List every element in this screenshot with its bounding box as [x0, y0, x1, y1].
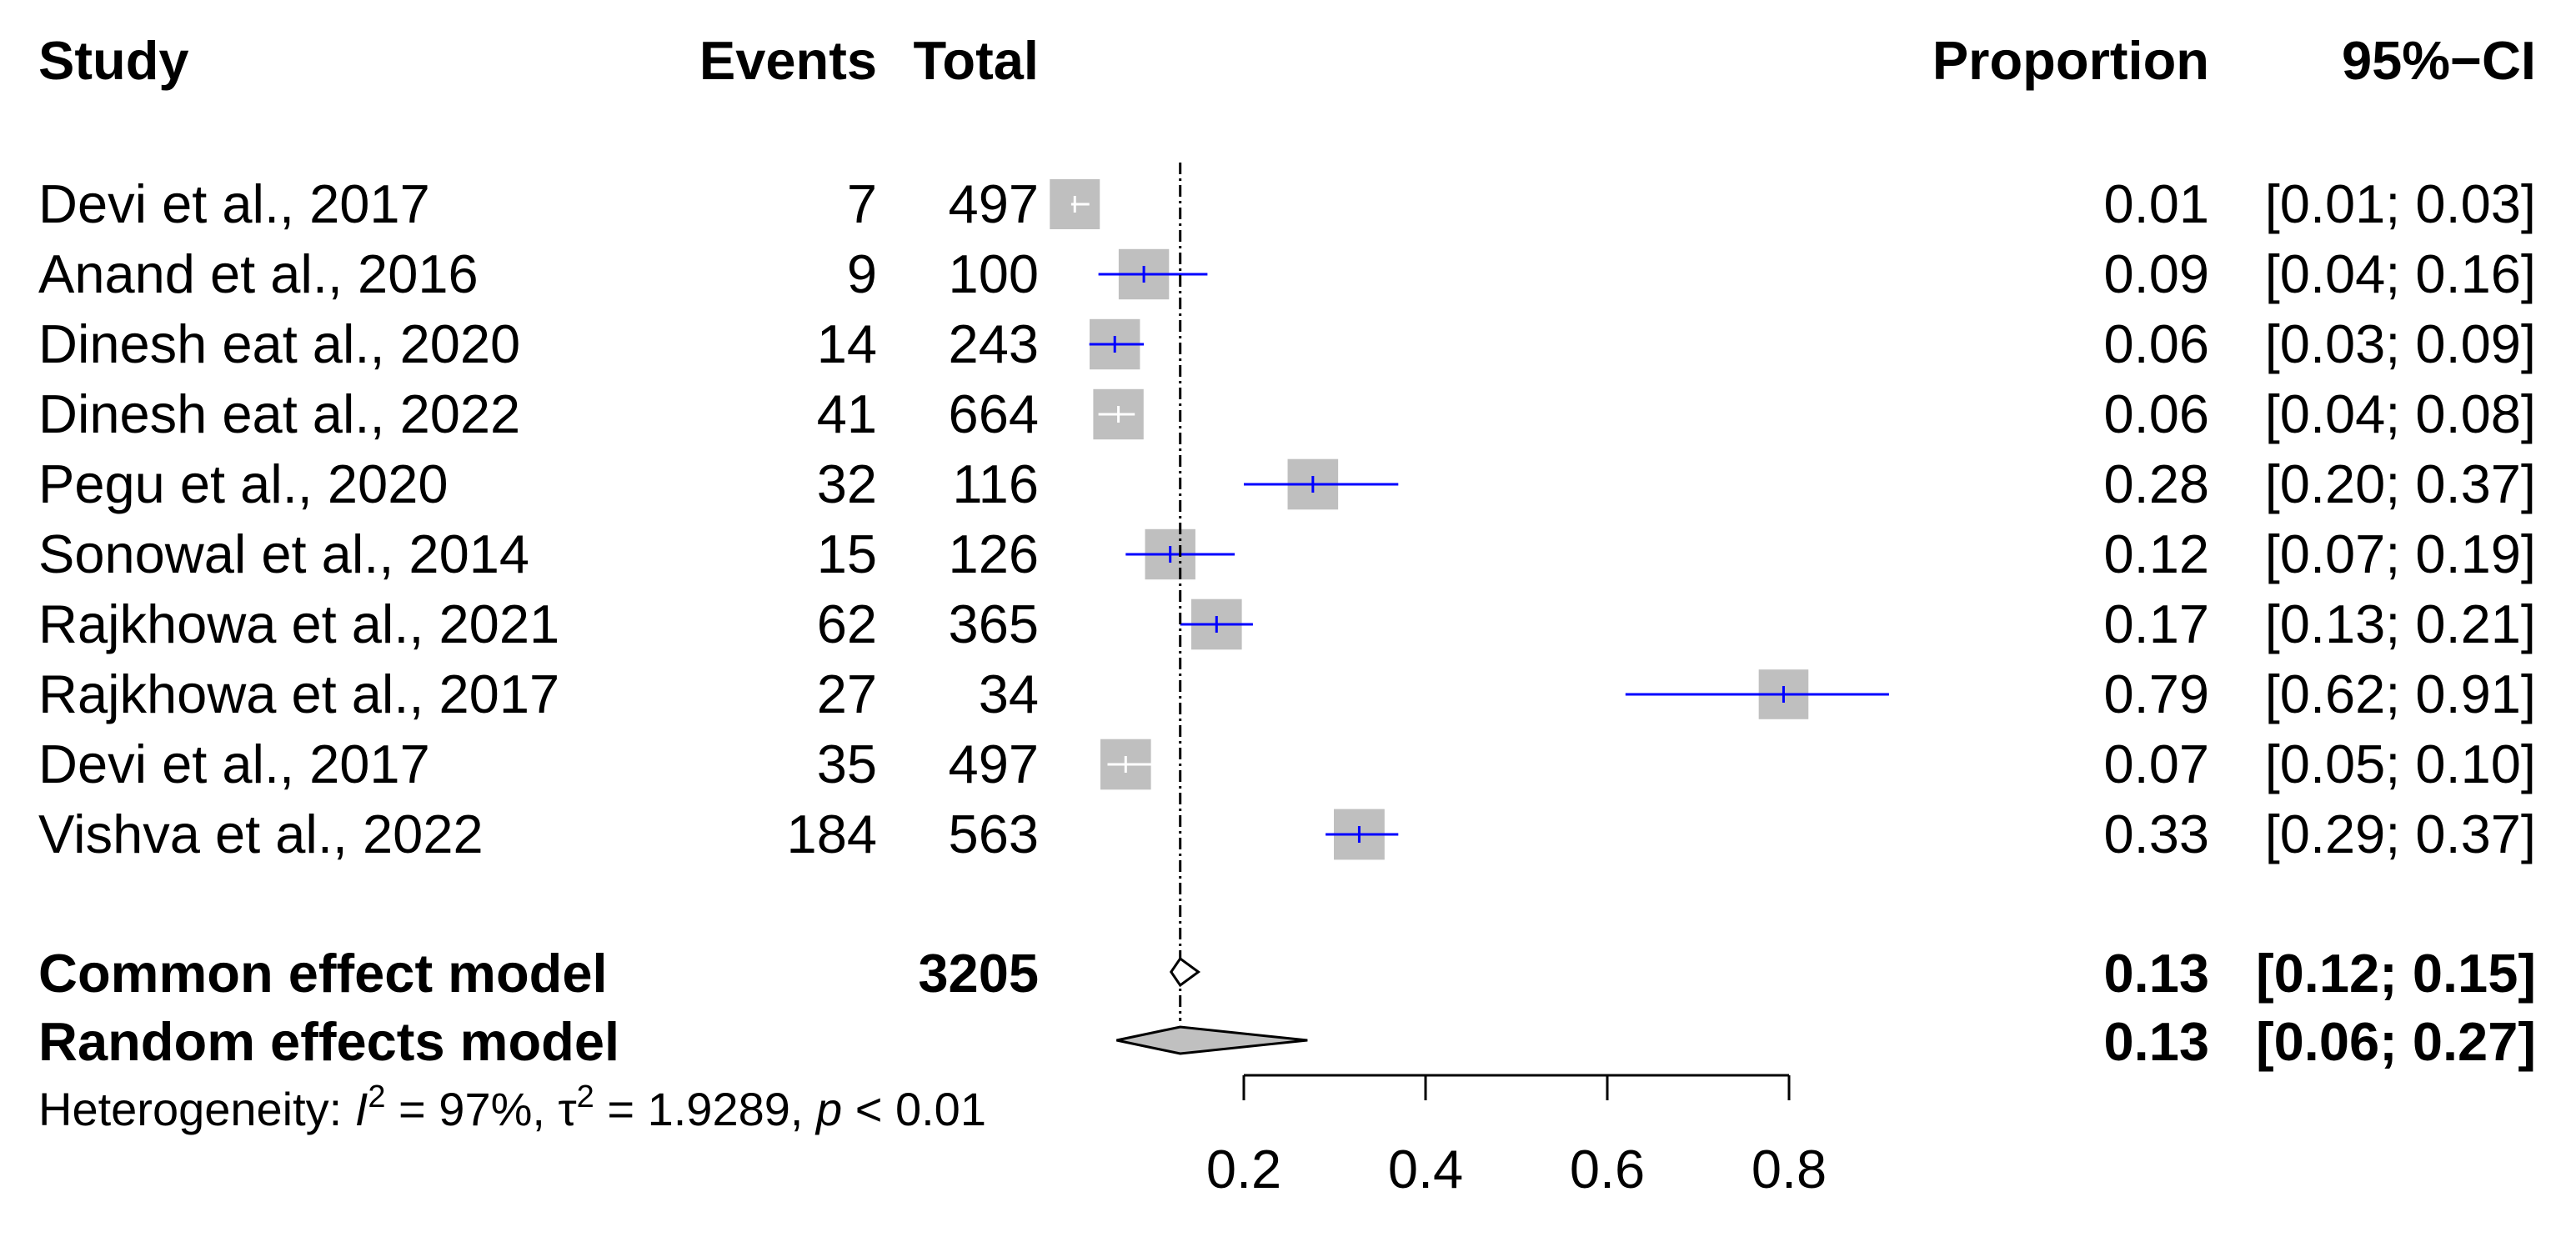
study-events: 41 [817, 383, 877, 444]
heterogeneity-prefix: Heterogeneity: [38, 1083, 355, 1135]
common-effect-label: Common effect model [38, 943, 608, 1004]
study-total: 497 [949, 734, 1039, 794]
x-axis: 0.2 0.4 0.6 0.8 [1206, 1074, 1827, 1199]
study-events: 184 [787, 804, 877, 864]
study-proportion: 0.06 [2103, 313, 2209, 374]
study-name: Sonowal et al., 2014 [38, 523, 529, 584]
study-ci: [0.07; 0.19] [2265, 523, 2536, 584]
header-events: Events [699, 30, 877, 91]
study-total: 243 [949, 313, 1039, 374]
x-axis-tick-label: 0.2 [1206, 1139, 1281, 1199]
study-proportion: 0.01 [2103, 173, 2209, 234]
table-row: Rajkhowa et al., 2017 27 34 0.79 [0.62; 0.91… [38, 664, 2536, 724]
study-name: Dinesh eat al., 2022 [38, 383, 520, 444]
header-total: Total [914, 30, 1039, 91]
x-axis-tick-label: 0.4 [1388, 1139, 1463, 1199]
table-row: Dinesh eat al., 2020 14 243 0.06 [0.03; 0.09… [38, 313, 2536, 374]
table-row: Dinesh eat al., 2022 41 664 0.06 [0.04; 0.08… [38, 383, 2536, 444]
header-ci: 95%−CI [2342, 30, 2536, 91]
study-total: 365 [949, 593, 1039, 654]
common-effect-diamond [1169, 956, 1201, 988]
study-total: 34 [979, 664, 1039, 724]
study-events: 14 [817, 313, 877, 374]
random-effects-proportion: 0.13 [2103, 1011, 2209, 1072]
common-effect-total: 3205 [918, 943, 1039, 1004]
study-proportion: 0.06 [2103, 383, 2209, 444]
study-proportion: 0.33 [2103, 804, 2209, 864]
study-proportion: 0.12 [2103, 523, 2209, 584]
table-row: Pegu et al., 2020 32 116 0.28 [0.20; 0.37] [38, 453, 2536, 514]
table-row: Sonowal et al., 2014 15 126 0.12 [0.07; 0.19… [38, 523, 2536, 584]
table-row: Vishva et al., 2022 184 563 0.33 [0.29; 0.37… [38, 804, 2536, 864]
study-proportion: 0.79 [2103, 664, 2209, 724]
study-events: 35 [817, 734, 877, 794]
study-events: 27 [817, 664, 877, 724]
study-rows: Devi et al., 2017 7 497 0.01 [0.01; 0.03] Ana… [38, 173, 2536, 864]
study-events: 9 [847, 243, 877, 304]
study-events: 62 [817, 593, 877, 654]
study-proportion: 0.28 [2103, 453, 2209, 514]
study-total: 126 [949, 523, 1039, 584]
study-events: 32 [817, 453, 877, 514]
study-events: 7 [847, 173, 877, 234]
table-row: Anand et al., 2016 9 100 0.09 [0.04; 0.16] [38, 243, 2536, 304]
study-proportion: 0.09 [2103, 243, 2209, 304]
heterogeneity-i-value: = 97%, [385, 1083, 558, 1135]
table-row: Devi et al., 2017 7 497 0.01 [0.01; 0.03] [38, 173, 2536, 234]
study-proportion: 0.17 [2103, 593, 2209, 654]
x-axis-tick-label: 0.8 [1752, 1139, 1827, 1199]
study-proportion: 0.07 [2103, 734, 2209, 794]
table-row: Devi et al., 2017 35 497 0.07 [0.05; 0.10] [38, 734, 2536, 794]
study-name: Rajkhowa et al., 2017 [38, 664, 559, 724]
header-proportion: Proportion [1932, 30, 2209, 91]
random-effects-diamond [1116, 1025, 1308, 1055]
heterogeneity-p-symbol: p [814, 1083, 842, 1135]
study-ci: [0.13; 0.21] [2265, 593, 2536, 654]
header-study: Study [38, 30, 189, 91]
table-row: Rajkhowa et al., 2021 62 365 0.17 [0.13; 0.2… [38, 593, 2536, 654]
study-total: 116 [952, 453, 1039, 514]
random-effects-ci: [0.06; 0.27] [2256, 1011, 2536, 1072]
study-ci: [0.04; 0.08] [2265, 383, 2536, 444]
study-ci: [0.62; 0.91] [2265, 664, 2536, 724]
study-ci: [0.20; 0.37] [2265, 453, 2536, 514]
study-total: 664 [949, 383, 1039, 444]
study-name: Rajkhowa et al., 2021 [38, 593, 559, 654]
study-total: 497 [949, 173, 1039, 234]
heterogeneity-i-symbol: I [355, 1083, 368, 1135]
study-ci: [0.04; 0.16] [2265, 243, 2536, 304]
heterogeneity-i-sup: 2 [368, 1079, 385, 1114]
plot-marks [1050, 163, 1889, 1055]
study-total: 563 [949, 804, 1039, 864]
study-name: Devi et al., 2017 [38, 734, 430, 794]
x-axis-tick-label: 0.6 [1570, 1139, 1645, 1199]
random-effects-label: Random effects model [38, 1011, 619, 1072]
study-ci: [0.05; 0.10] [2265, 734, 2536, 794]
study-name: Vishva et al., 2022 [38, 804, 484, 864]
study-ci: [0.03; 0.09] [2265, 313, 2536, 374]
study-name: Devi et al., 2017 [38, 173, 430, 234]
study-events: 15 [817, 523, 877, 584]
study-total: 100 [949, 243, 1039, 304]
heterogeneity-tau-sup: 2 [577, 1079, 594, 1114]
study-ci: [0.29; 0.37] [2265, 804, 2536, 864]
study-name: Dinesh eat al., 2020 [38, 313, 520, 374]
heterogeneity-p-value: < 0.01 [842, 1083, 986, 1135]
heterogeneity-tau-value: = 1.9289, [594, 1083, 816, 1135]
heterogeneity-tau-symbol: τ [559, 1083, 577, 1135]
common-effect-ci: [0.12; 0.15] [2256, 943, 2536, 1004]
study-name: Anand et al., 2016 [38, 243, 479, 304]
study-ci: [0.01; 0.03] [2265, 173, 2536, 234]
common-effect-proportion: 0.13 [2103, 943, 2209, 1004]
study-name: Pegu et al., 2020 [38, 453, 449, 514]
heterogeneity-text: Heterogeneity: I2 = 97%, τ2 = 1.9289, p … [38, 1079, 986, 1135]
